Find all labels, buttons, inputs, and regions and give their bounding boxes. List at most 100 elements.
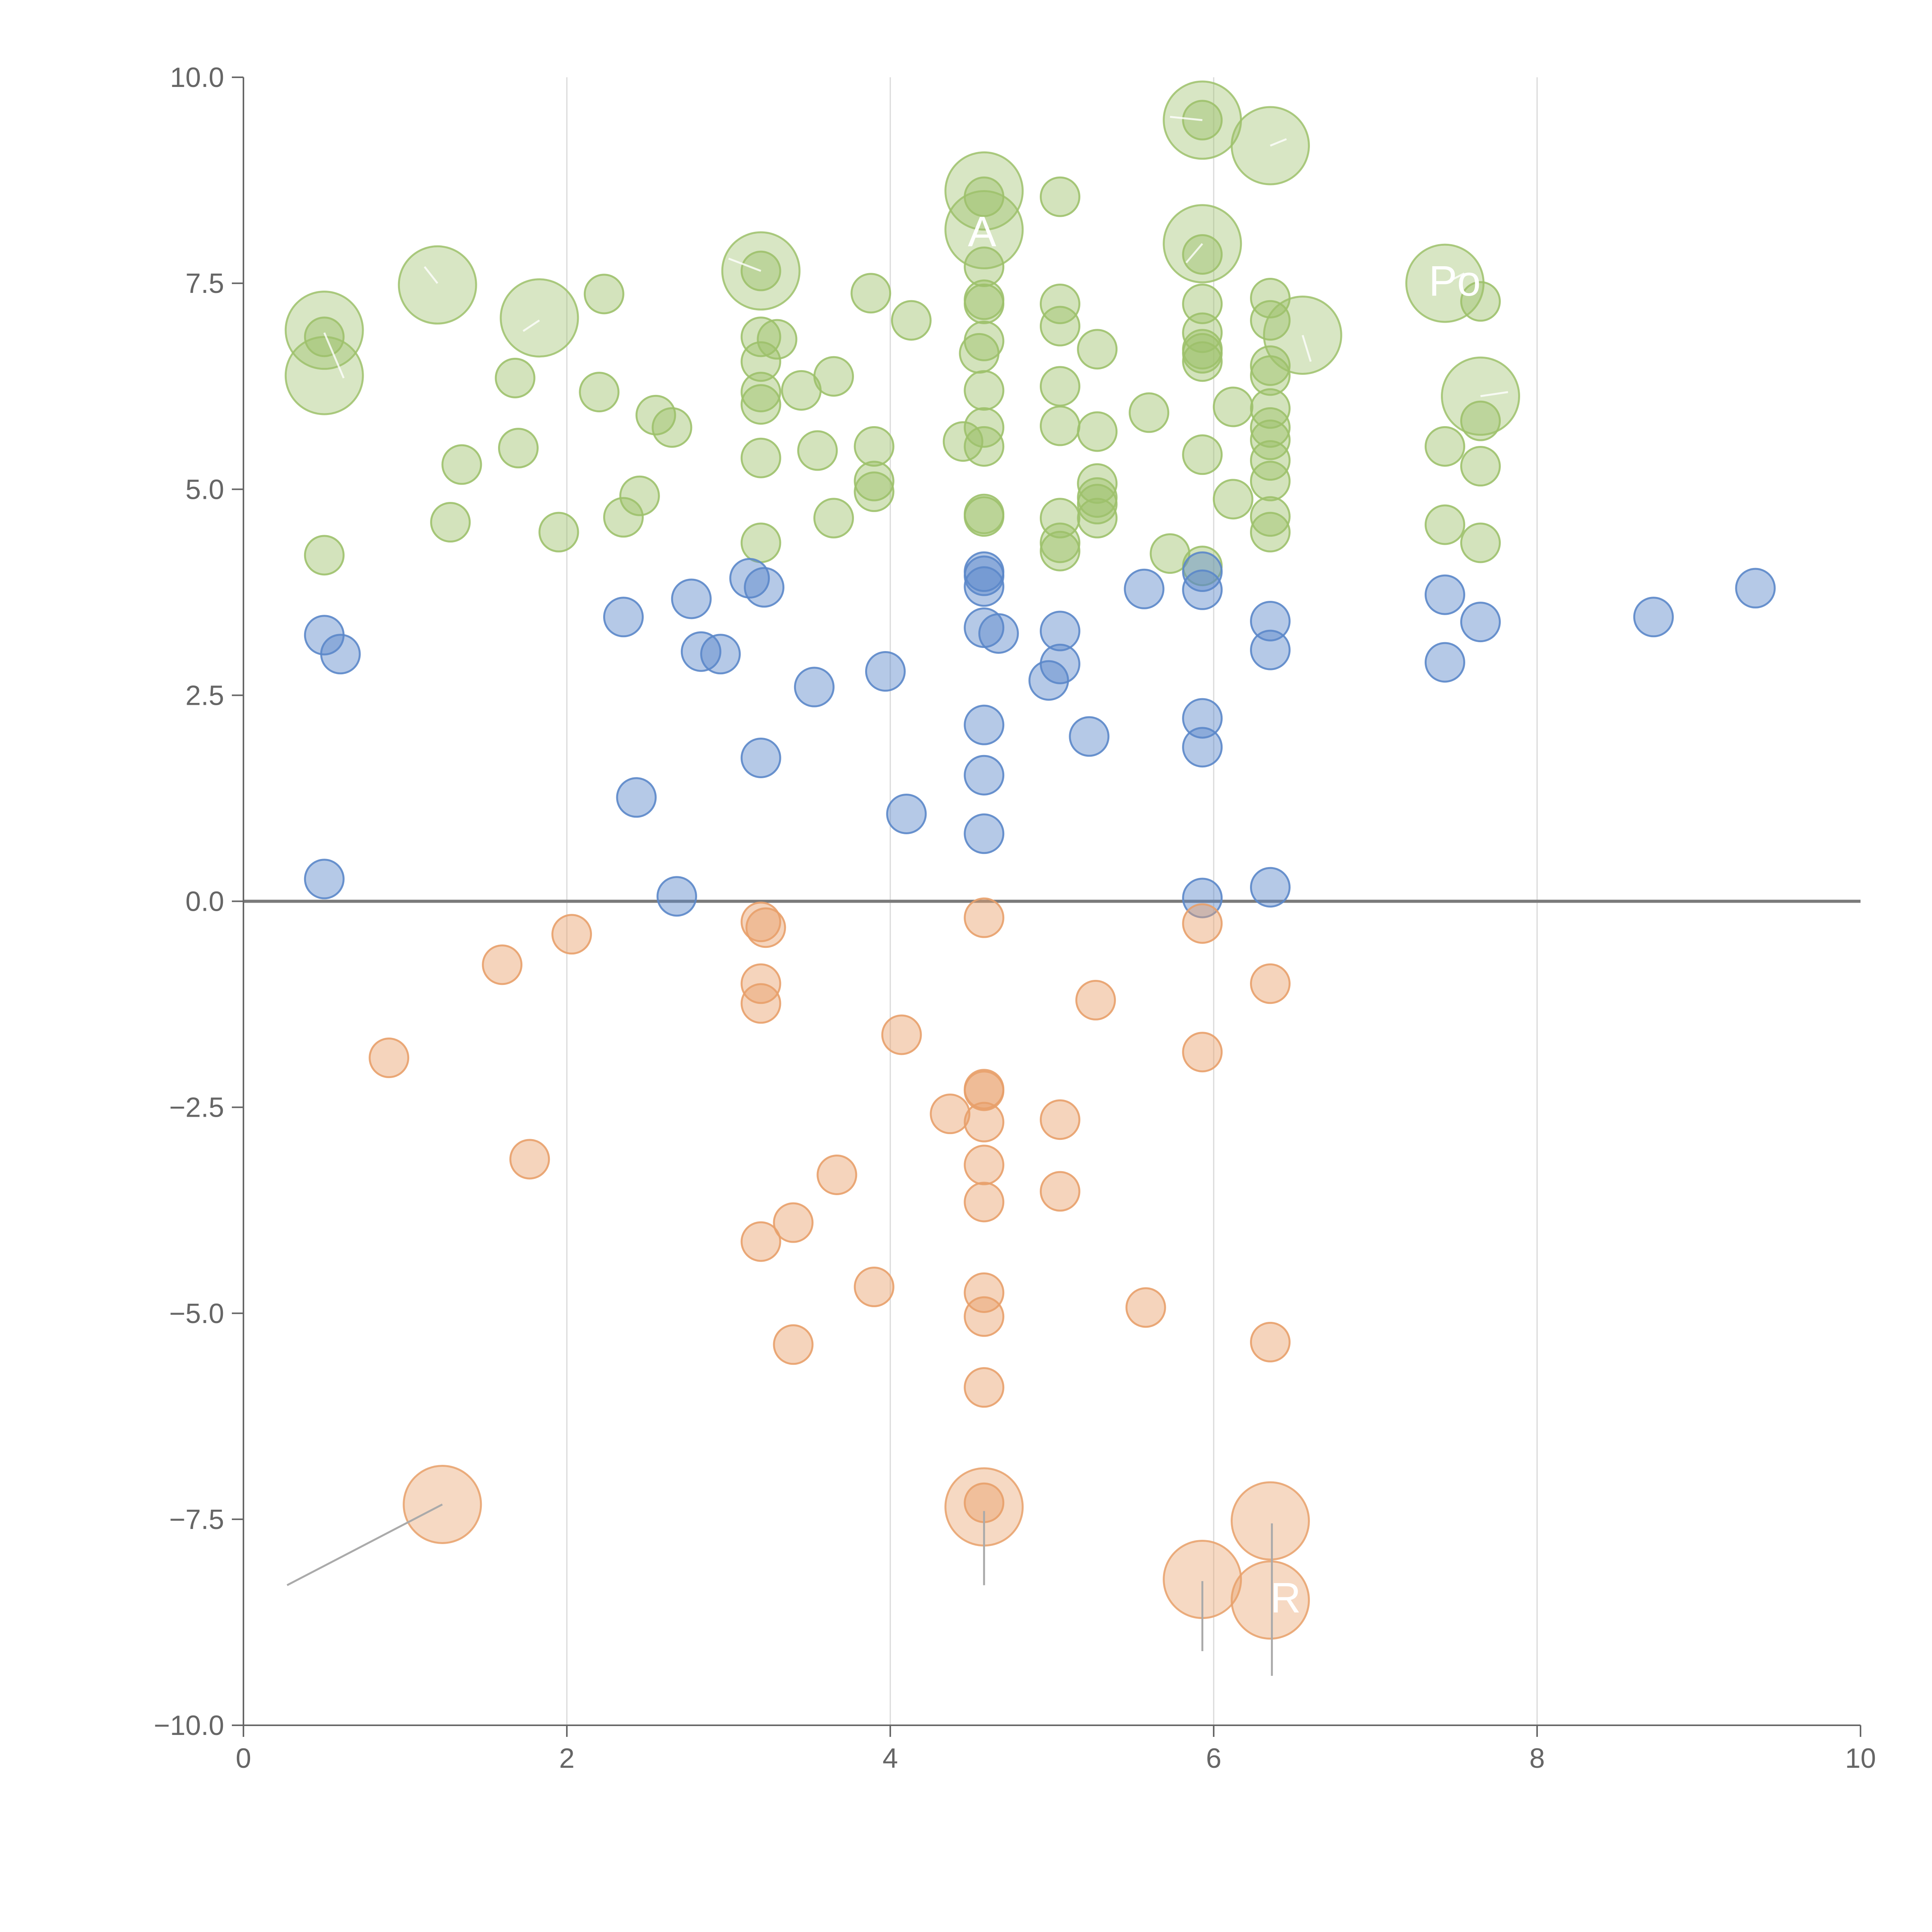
green-point	[1250, 345, 1291, 386]
orange-point	[740, 1221, 781, 1262]
green-point	[813, 356, 854, 397]
annotation-label: Po	[1429, 257, 1481, 305]
green-point	[1039, 522, 1080, 563]
blue-point	[320, 634, 361, 675]
green-point	[1213, 386, 1253, 427]
orange-point	[740, 901, 781, 942]
green-point	[1039, 283, 1080, 324]
blue-point	[304, 859, 345, 900]
green-point	[854, 461, 895, 502]
green-point	[1250, 512, 1291, 553]
x-tick-label: 8	[1529, 1743, 1545, 1774]
green-point	[1250, 440, 1291, 481]
green-point	[1250, 419, 1291, 460]
axes: −10.0 −7.5 −5.0 −2.5 0.0 2.5 5.0 7.5 10.0 0 2 4 6 8 10	[154, 62, 1876, 1774]
green-point	[635, 395, 676, 435]
green-point	[441, 444, 482, 485]
annotation-leader-line	[728, 257, 762, 272]
green-point	[964, 493, 1005, 534]
annotation-leader-line	[1444, 272, 1465, 284]
y-tick-label: 10.0	[170, 62, 224, 93]
annotation-leaders	[286, 116, 1509, 1676]
x-tick-label: 4	[883, 1743, 898, 1774]
annotation-leader-line	[423, 266, 439, 284]
blue-point	[1460, 602, 1501, 643]
green-point	[1129, 392, 1170, 433]
green-point	[1039, 176, 1080, 217]
green-point	[1460, 522, 1501, 563]
orange-point	[1039, 1099, 1080, 1140]
orange-point	[1075, 980, 1116, 1020]
green-highlight-point	[398, 245, 477, 325]
orange-point	[1039, 1171, 1080, 1212]
green-point	[1182, 329, 1223, 370]
green-point	[813, 498, 854, 539]
green-point	[964, 320, 1005, 361]
annotation-leader-line	[1480, 391, 1509, 397]
annotation-leader-line	[1301, 335, 1312, 362]
orange-highlight-point	[1230, 1560, 1310, 1640]
green-point	[1150, 533, 1190, 574]
blue-point	[1250, 867, 1291, 908]
orange-point	[1250, 963, 1291, 1004]
y-tick-label: 0.0	[185, 886, 224, 917]
blue-point	[964, 551, 1005, 592]
annotation-leader-line	[1185, 243, 1203, 264]
green-point	[740, 341, 781, 382]
orange-point	[964, 1145, 1005, 1185]
green-point	[1077, 329, 1118, 370]
green-point	[740, 372, 781, 413]
y-tick-label: 5.0	[185, 474, 224, 505]
annotation-leader-line	[323, 332, 345, 379]
blue-point	[1424, 642, 1465, 683]
orange-point	[1250, 1321, 1291, 1362]
green-point	[1182, 312, 1223, 353]
orange-point	[854, 1267, 895, 1308]
blue-point	[671, 578, 712, 619]
blue-point	[964, 566, 1005, 607]
blue-point	[978, 613, 1019, 654]
annotation-leader-line	[286, 1503, 443, 1586]
orange-point	[1182, 903, 1223, 944]
green-point	[854, 426, 895, 467]
blue-point	[1069, 716, 1110, 757]
green-point	[964, 370, 1005, 411]
green-point	[1213, 479, 1253, 520]
blue-point	[1039, 611, 1080, 651]
blue-point	[603, 597, 644, 638]
green-point	[1460, 446, 1501, 487]
orange-point	[881, 1014, 922, 1055]
green-point	[619, 475, 660, 516]
annotation-labels: A Po R	[968, 208, 1481, 1622]
green-point	[651, 407, 692, 448]
green-point	[850, 273, 891, 314]
green-point	[1077, 463, 1118, 504]
blue-point	[744, 567, 785, 608]
blue-point	[1182, 551, 1223, 592]
blue-point	[964, 704, 1005, 745]
x-tick-label: 10	[1845, 1743, 1876, 1774]
orange-point	[369, 1037, 410, 1078]
blue-point	[616, 777, 657, 818]
green-point	[740, 316, 781, 357]
green-point	[964, 279, 1005, 320]
green-point	[1039, 405, 1080, 446]
blue-point	[865, 651, 906, 692]
green-point	[964, 407, 1005, 448]
green-point	[740, 522, 781, 563]
orange-point	[964, 1296, 1005, 1337]
y-tick-label: 2.5	[185, 680, 224, 711]
annotation-label: R	[1270, 1574, 1301, 1622]
orange-point	[964, 897, 1005, 938]
y-tick-label: −5.0	[169, 1298, 224, 1329]
green-point	[430, 502, 471, 543]
green-point	[797, 430, 838, 471]
y-tick-label: −7.5	[169, 1504, 224, 1535]
blue-point	[886, 793, 927, 834]
green-point	[304, 535, 345, 576]
blue-point	[656, 876, 697, 917]
green-point	[740, 384, 781, 425]
annotation-leader-line	[1270, 138, 1287, 147]
blue-point	[1250, 600, 1291, 641]
green-point	[498, 428, 539, 469]
